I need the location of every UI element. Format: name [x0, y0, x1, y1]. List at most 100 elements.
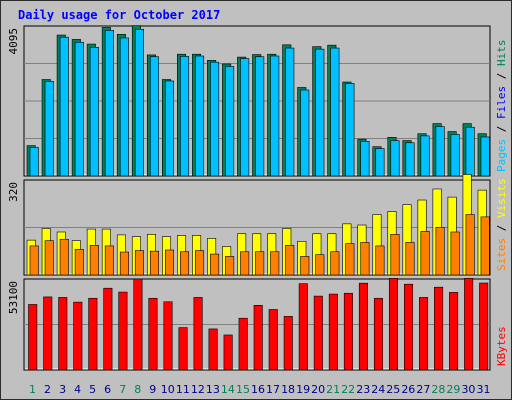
- bar-kbytes-3: [58, 297, 68, 371]
- bar-pages-10: [164, 80, 175, 177]
- x-tick-label: 24: [371, 383, 385, 396]
- bar-sites-22: [345, 243, 355, 276]
- bar-kbytes-31: [479, 282, 489, 371]
- bar-pages-16: [255, 56, 265, 177]
- bar-pages-11: [180, 56, 190, 177]
- bar-pages-14: [225, 66, 235, 177]
- bar-kbytes-24: [373, 297, 383, 371]
- bar-sites-21: [330, 251, 340, 276]
- x-tick-label: 12: [191, 383, 205, 396]
- x-tick-label: 9: [149, 383, 156, 396]
- bar-pages-26: [405, 142, 415, 177]
- panel-hits-files-pages: 4095 Pages / Files / Hits: [7, 25, 508, 177]
- bar-kbytes-20: [313, 295, 323, 371]
- bar-sites-14: [225, 256, 235, 276]
- bar-sites-28: [435, 227, 445, 276]
- x-tick-label: 5: [89, 383, 96, 396]
- bar-sites-8: [134, 250, 144, 276]
- legend-entry-2: Files: [495, 86, 508, 119]
- bar-pages-13: [210, 61, 220, 177]
- bar-kbytes-25: [388, 278, 398, 371]
- bar-kbytes-26: [404, 283, 414, 371]
- bar-kbytes-12: [193, 297, 203, 371]
- bar-pages-31: [480, 136, 490, 177]
- bar-pages-19: [300, 89, 310, 177]
- bar-sites-12: [195, 250, 205, 276]
- bar-kbytes-15: [238, 317, 248, 371]
- bar-kbytes-10: [163, 301, 173, 371]
- y-max-label: 320: [7, 182, 20, 202]
- bar-pages-3: [59, 36, 69, 177]
- x-tick-label: 15: [236, 383, 250, 396]
- bar-kbytes-5: [88, 297, 98, 371]
- bar-pages-21: [330, 47, 340, 177]
- bar-sites-24: [375, 245, 385, 276]
- bar-sites-9: [149, 250, 159, 276]
- bar-sites-2: [44, 240, 54, 276]
- legend: Sites / Visits: [495, 178, 508, 271]
- legend-entry-1: /: [495, 119, 508, 139]
- bar-pages-4: [74, 41, 84, 177]
- bar-sites-10: [164, 249, 175, 276]
- bar-pages-20: [315, 48, 325, 177]
- x-tick-label: 20: [311, 383, 325, 396]
- bar-pages-6: [104, 30, 114, 177]
- bar-kbytes-18: [283, 316, 293, 371]
- legend-entry-1: /: [495, 218, 508, 238]
- x-tick-label: 16: [251, 383, 265, 396]
- bar-sites-6: [104, 245, 114, 276]
- legend: KBytes: [495, 326, 508, 366]
- legend-entry-3: /: [495, 66, 508, 86]
- legend: Pages / Files / Hits: [495, 40, 508, 173]
- bar-kbytes-27: [419, 297, 429, 371]
- bar-sites-1: [29, 245, 39, 276]
- bar-pages-24: [375, 148, 385, 177]
- x-tick-label: 10: [161, 383, 175, 396]
- bar-pages-1: [29, 147, 39, 177]
- bar-kbytes-30: [464, 278, 474, 371]
- x-tick-label: 4: [74, 383, 81, 396]
- bar-pages-15: [240, 58, 250, 177]
- bar-kbytes-2: [43, 296, 53, 371]
- chart-panels: 4095 Pages / Files / Hits 320 Sites / Visit…: [7, 25, 508, 371]
- x-tick-label: 21: [326, 383, 340, 396]
- bar-sites-13: [210, 253, 220, 276]
- chart-title: Daily usage for October 2017: [18, 8, 220, 22]
- bar-kbytes-23: [358, 282, 368, 371]
- bar-pages-30: [465, 126, 475, 177]
- bar-kbytes-11: [178, 327, 188, 371]
- x-tick-label: 28: [431, 383, 445, 396]
- x-tick-label: 6: [104, 383, 111, 396]
- bar-kbytes-4: [73, 301, 83, 371]
- bar-pages-17: [270, 55, 280, 177]
- bar-sites-29: [450, 231, 460, 276]
- legend-entry-0: Pages: [495, 139, 508, 172]
- bar-sites-16: [255, 251, 265, 276]
- bar-kbytes-7: [118, 291, 128, 371]
- bar-pages-25: [390, 140, 400, 177]
- x-tick-label: 23: [356, 383, 370, 396]
- x-tick-label: 7: [119, 383, 126, 396]
- x-tick-label: 30: [461, 383, 475, 396]
- bar-kbytes-1: [28, 304, 38, 371]
- bar-kbytes-22: [343, 292, 353, 371]
- bar-pages-2: [44, 81, 54, 177]
- bar-sites-19: [300, 256, 310, 276]
- bar-sites-11: [180, 251, 190, 276]
- bar-sites-3: [59, 238, 69, 276]
- bar-kbytes-28: [434, 286, 444, 371]
- x-tick-label: 3: [59, 383, 66, 396]
- bar-pages-5: [89, 47, 99, 177]
- y-max-label: 4095: [7, 28, 20, 55]
- x-tick-label: 11: [176, 383, 190, 396]
- bar-sites-20: [315, 254, 325, 276]
- bar-sites-15: [240, 251, 250, 276]
- bar-sites-25: [390, 234, 400, 276]
- x-tick-label: 1: [29, 383, 36, 396]
- bar-kbytes-16: [253, 305, 263, 371]
- x-axis-labels: 1 2 3 4 5 6 7 8 9 10 11 12 13 14 15 16 17 18 19 20 21 22 23 24 2…: [29, 383, 490, 396]
- bar-sites-4: [74, 249, 84, 276]
- bar-sites-27: [420, 231, 430, 276]
- bar-sites-5: [89, 245, 99, 276]
